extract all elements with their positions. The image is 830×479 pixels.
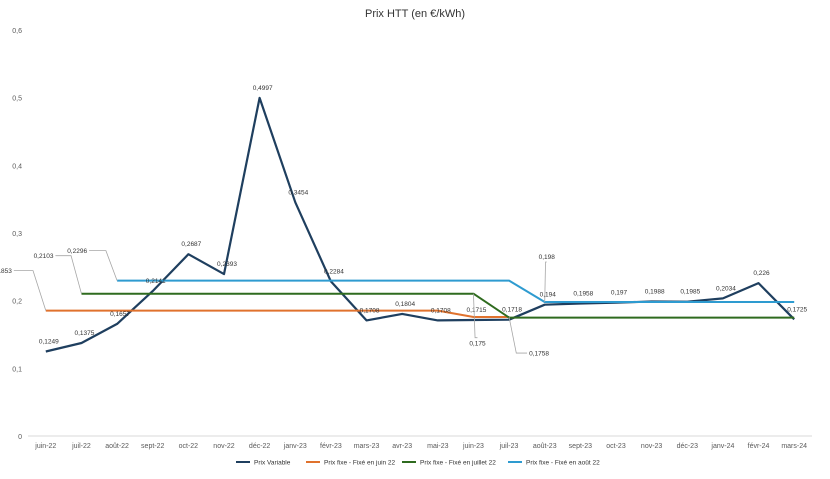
x-tick-label: août-23 (533, 443, 557, 450)
x-tick-label: déc-22 (249, 443, 271, 450)
series-line (117, 279, 795, 303)
data-label: 0,4997 (253, 85, 273, 92)
callout-label: 0,1853 (0, 268, 12, 275)
y-tick-label: 0 (18, 434, 22, 441)
data-label: 0,2141 (146, 278, 166, 285)
data-label: 0,1375 (75, 330, 95, 337)
callout-label: 0,198 (539, 254, 556, 261)
callout-leader (508, 316, 528, 354)
callout-label: 0,175 (469, 341, 486, 348)
series-lines (45, 96, 795, 353)
legend: Prix Variable Prix fixe - Fixé en juin 22… (236, 460, 600, 467)
x-tick-label: avr-23 (392, 443, 412, 450)
x-tick-label: févr-23 (320, 443, 342, 450)
data-label: 0,1725 (787, 306, 807, 313)
x-tick-label: nov-23 (641, 443, 663, 450)
data-label: 0,194 (540, 292, 557, 299)
callout-leader (89, 250, 118, 281)
callout-label: 0,2103 (34, 253, 54, 260)
data-label: 0,1715 (467, 307, 487, 314)
data-label: 0,1708 (431, 307, 451, 314)
data-label: 0,1985 (680, 289, 700, 296)
callout-label: 0,2296 (67, 248, 87, 255)
y-tick-label: 0,1 (12, 366, 22, 373)
legend-label: Prix fixe - Fixé en juin 22 (324, 460, 396, 467)
x-tick-label: mars-24 (781, 443, 807, 450)
x-tick-label: juin-23 (462, 443, 484, 450)
x-tick-label: déc-23 (677, 443, 699, 450)
data-label: 0,2393 (217, 261, 237, 268)
legend-label: Prix Variable (254, 460, 291, 467)
legend-label: Prix fixe - Fixé en août 22 (526, 460, 600, 467)
x-tick-label: janv-24 (710, 443, 734, 450)
data-label: 0,3454 (288, 189, 308, 196)
series-line (45, 96, 795, 353)
x-tick-label: juin-22 (34, 443, 56, 450)
data-label: 0,1804 (395, 301, 415, 308)
data-label: 0,1708 (360, 307, 380, 314)
data-label: 0,1988 (645, 288, 665, 295)
axes: 0 0,1 0,2 0,3 0,4 0,5 0,6 juin-22 juil-22 août-22… (12, 28, 812, 450)
x-tick-label: oct-23 (606, 443, 626, 450)
x-tick-label: août-22 (105, 443, 129, 450)
series-line (81, 292, 795, 319)
callout-leader (13, 270, 47, 311)
data-label: 0,1657 (110, 311, 130, 318)
x-tick-label: janv-23 (283, 443, 307, 450)
x-tick-label: juil-23 (499, 443, 519, 450)
data-label: 0,2284 (324, 268, 344, 275)
x-tick-label: sept-22 (141, 443, 164, 450)
data-label: 0,197 (611, 290, 628, 297)
y-tick-label: 0,5 (12, 96, 22, 103)
data-labels: 0,1249 0,1375 0,1657 0,2141 0,2687 0,2393 0,49… (0, 85, 808, 358)
legend-label: Prix fixe - Fixé en juillet 22 (420, 460, 496, 467)
x-tick-label: sept-23 (569, 443, 592, 450)
y-tick-label: 0,6 (12, 28, 22, 35)
data-label: 0,1718 (502, 307, 522, 314)
x-tick-label: oct-22 (179, 443, 199, 450)
series-line (45, 309, 510, 318)
y-tick-label: 0,3 (12, 231, 22, 238)
y-tick-label: 0,4 (12, 163, 22, 170)
x-tick-label: juil-22 (71, 443, 91, 450)
x-tick-label: févr-24 (748, 443, 770, 450)
callout-leader (473, 293, 478, 339)
data-label: 0,2687 (181, 241, 201, 248)
x-tick-label: nov-22 (213, 443, 235, 450)
data-label: 0,1958 (573, 291, 593, 298)
data-label: 0,1249 (39, 338, 59, 345)
data-label: 0,226 (753, 270, 770, 277)
x-tick-label: mars-23 (354, 443, 380, 450)
callout-label: 0,1758 (529, 351, 549, 358)
callout-leader (544, 261, 547, 303)
data-label: 0,2034 (716, 285, 736, 292)
x-tick-label: mai-23 (427, 443, 449, 450)
y-tick-label: 0,2 (12, 299, 22, 306)
callout-leader (55, 255, 82, 294)
chart-title: Prix HTT (en €/kWh) (365, 8, 465, 20)
